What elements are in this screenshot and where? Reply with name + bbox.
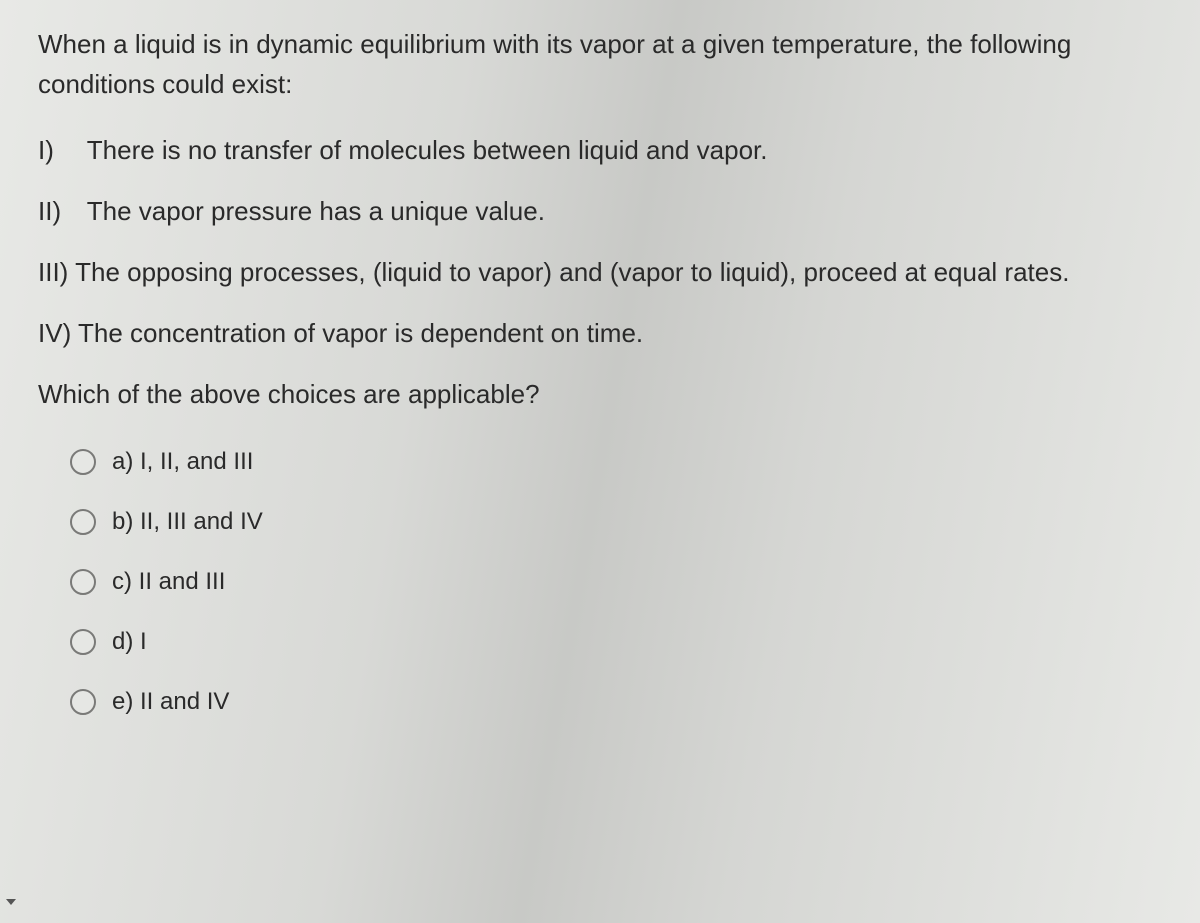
radio-icon[interactable] [70, 449, 96, 475]
statement-iv: IV) The concentration of vapor is depend… [38, 314, 1162, 353]
option-e[interactable]: e) II and IV [70, 688, 1162, 716]
option-c[interactable]: c) II and III [70, 568, 1162, 596]
statement-text: There is no transfer of molecules betwee… [87, 135, 768, 165]
option-b[interactable]: b) II, III and IV [70, 508, 1162, 536]
question-prompt: Which of the above choices are applicabl… [38, 375, 1162, 414]
radio-icon[interactable] [70, 689, 96, 715]
option-label: b) II, III and IV [112, 508, 263, 536]
statement-roman: I) [38, 131, 80, 170]
option-label: c) II and III [112, 568, 225, 596]
chevron-down-icon[interactable] [6, 899, 16, 905]
statement-text: The opposing processes, (liquid to vapor… [75, 257, 1069, 287]
option-d[interactable]: d) I [70, 628, 1162, 656]
statement-text: The concentration of vapor is dependent … [78, 318, 643, 348]
option-label: e) II and IV [112, 688, 229, 716]
question-stem: When a liquid is in dynamic equilibrium … [38, 24, 1162, 105]
statement-roman: IV) [38, 314, 71, 353]
statement-roman: III) [38, 253, 68, 292]
radio-icon[interactable] [70, 569, 96, 595]
statement-i: I) There is no transfer of molecules bet… [38, 131, 1162, 170]
options-group: a) I, II, and III b) II, III and IV c) I… [38, 448, 1162, 716]
statements-block: I) There is no transfer of molecules bet… [38, 131, 1162, 353]
statement-text: The vapor pressure has a unique value. [87, 196, 545, 226]
option-label: a) I, II, and III [112, 448, 253, 476]
statement-ii: II) The vapor pressure has a unique valu… [38, 192, 1162, 231]
statement-roman: II) [38, 192, 80, 231]
radio-icon[interactable] [70, 629, 96, 655]
radio-icon[interactable] [70, 509, 96, 535]
option-a[interactable]: a) I, II, and III [70, 448, 1162, 476]
option-label: d) I [112, 628, 147, 656]
statement-iii: III) The opposing processes, (liquid to … [38, 253, 1162, 292]
